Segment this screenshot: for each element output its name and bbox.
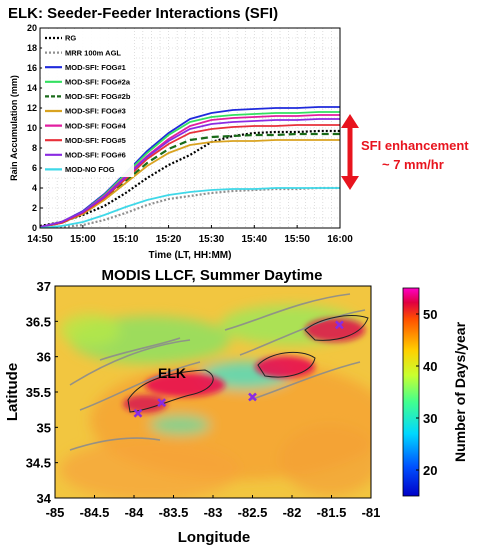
map-markers xyxy=(133,320,344,418)
map-high-contours xyxy=(127,315,369,413)
sfi-annotation: SFI enhancement ~ 7 mm/hr xyxy=(341,114,469,190)
elk-site-label: ELK xyxy=(158,365,186,381)
colorbar-tick-label: 20 xyxy=(423,463,437,478)
x-tick-label: 15:10 xyxy=(113,234,139,245)
legend-label: MRR 100m AGL xyxy=(65,48,121,57)
map-y-axis-label: Latitude xyxy=(4,363,21,421)
series-line-mod-sfi-fog-6 xyxy=(40,118,340,228)
y-tick-label: 12 xyxy=(27,103,37,113)
y-tick-label: 4 xyxy=(32,183,37,193)
y-tick-label: 8 xyxy=(32,143,37,153)
legend-box xyxy=(42,30,134,177)
series-line-mod-no-fog xyxy=(40,187,340,228)
sfi-annotation-line1: SFI enhancement xyxy=(361,138,469,153)
colorbar-tick-label: 30 xyxy=(423,411,437,426)
legend-label: RG xyxy=(65,34,76,43)
colorbar-tick-label: 40 xyxy=(423,359,437,374)
hot-zone-smokies xyxy=(145,373,225,397)
y-tick-label: 20 xyxy=(27,23,37,33)
colorbar-label: Number of Days/year xyxy=(452,321,468,462)
site-marker xyxy=(248,392,257,402)
hot-zone-northeast xyxy=(305,318,365,342)
map-x-tick-label: -81 xyxy=(362,505,381,520)
map-x-tick-label: -85 xyxy=(46,505,65,520)
x-tick-label: 15:30 xyxy=(199,234,225,245)
map-x-tick-label: -82 xyxy=(283,505,302,520)
map-y-tick-label: 36 xyxy=(37,350,51,365)
hot-zone-east xyxy=(255,356,315,378)
top-y-axis-label: Rain Accumulation (mm) xyxy=(9,75,19,181)
site-marker xyxy=(335,320,344,330)
legend-label: MOD-SFI: FOG#3 xyxy=(65,107,126,116)
map-y-tick-label: 34 xyxy=(37,491,52,506)
y-tick-label: 2 xyxy=(32,203,37,213)
map-hot-zones xyxy=(123,318,365,413)
sfi-annotation-line2: ~ 7 mm/hr xyxy=(382,157,444,172)
top-chart-title: ELK: Seeder-Feeder Interactions (SFI) xyxy=(8,5,278,22)
map-orange-south xyxy=(60,440,240,498)
legend-label: MOD-NO FOG xyxy=(65,165,115,174)
legend-label: MOD-SFI: FOG#1 xyxy=(65,63,126,72)
map-x-axis-label: Longitude xyxy=(178,529,250,546)
series-line-mod-sfi-fog-3 xyxy=(40,139,340,228)
top-legend: RG MRR 100m AGL MOD-SFI: FOG#1 MOD-SFI: FOG… xyxy=(42,30,134,177)
map-y-tick-label: 37 xyxy=(37,279,51,294)
site-marker xyxy=(133,408,143,418)
x-tick-label: 15:20 xyxy=(156,234,182,245)
sfi-arrow-head-up xyxy=(341,114,359,128)
map-y-tick-label: 35 xyxy=(37,420,51,435)
map-y-tick-label: 36.5 xyxy=(26,314,51,329)
site-marker xyxy=(157,398,167,407)
map-cyan-south xyxy=(150,415,210,435)
top-x-ticks: 14:50 15:00 15:10 15:20 15:30 15:40 15:50 16:00 xyxy=(27,225,353,245)
top-x-axis-label: Time (LT, HH:MM) xyxy=(149,250,232,261)
x-tick-label: 16:00 xyxy=(327,234,353,245)
hot-zone-smokies-west xyxy=(123,395,167,413)
sfi-arrow-head-down xyxy=(341,176,359,190)
y-tick-label: 0 xyxy=(32,223,37,233)
map-colorbar: 20 30 40 50 Number of Days/year xyxy=(402,287,468,497)
map-x-tick-label: -83 xyxy=(204,505,223,520)
colorbar-ticks: 20 30 40 50 xyxy=(416,307,437,478)
map-x-tick-label: -84 xyxy=(125,505,145,520)
colorbar-tick-label: 50 xyxy=(423,307,437,322)
map-x-tick-label: -81.5 xyxy=(317,505,347,520)
map-x-tick-label: -82.5 xyxy=(238,505,268,520)
y-tick-label: 16 xyxy=(27,63,37,73)
map-title: MODIS LLCF, Summer Daytime xyxy=(102,267,323,284)
map-y-tick-label: 34.5 xyxy=(26,456,51,471)
legend-label: MOD-SFI: FOG#5 xyxy=(65,136,126,145)
top-y-ticks: 0 2 4 6 8 10 12 14 16 18 20 xyxy=(27,23,43,233)
y-tick-label: 18 xyxy=(27,43,37,53)
map-x-tick-label: -84.5 xyxy=(80,505,110,520)
map-y-tick-label: 35.5 xyxy=(26,385,51,400)
map-y-ticks: 34 34.5 35 35.5 36 36.5 37 xyxy=(26,279,58,506)
colorbar-gradient xyxy=(402,287,420,497)
map-terrain-contours xyxy=(69,293,366,451)
series-line-mod-sfi-fog-2b xyxy=(40,132,340,228)
x-tick-label: 15:40 xyxy=(241,234,267,245)
map-orange-east xyxy=(280,425,371,495)
x-tick-label: 15:50 xyxy=(284,234,310,245)
map-x-ticks: -85 -84.5 -84 -83.5 -83 -82.5 -82 -81.5 -81 xyxy=(46,495,381,520)
legend-label: MOD-SFI: FOG#2a xyxy=(65,78,131,87)
map-x-tick-label: -83.5 xyxy=(159,505,189,520)
map-green-west xyxy=(60,314,120,346)
llcf-map: MODIS LLCF, Summer Daytime xyxy=(4,267,468,546)
top-series-lines xyxy=(40,106,340,228)
y-tick-label: 14 xyxy=(27,83,37,93)
rain-accumulation-chart: ELK: Seeder-Feeder Interactions (SFI) 0 2… xyxy=(8,5,469,261)
legend-label: MOD-SFI: FOG#2b xyxy=(65,92,131,101)
x-tick-label: 15:00 xyxy=(70,234,96,245)
y-tick-label: 10 xyxy=(27,123,37,133)
series-line-rg xyxy=(40,129,340,228)
legend-label: MOD-SFI: FOG#4 xyxy=(65,121,127,130)
x-tick-label: 14:50 xyxy=(27,234,53,245)
y-tick-label: 6 xyxy=(32,163,37,173)
legend-label: MOD-SFI: FOG#6 xyxy=(65,151,126,160)
map-heatmap-field: ELK xyxy=(55,286,371,498)
